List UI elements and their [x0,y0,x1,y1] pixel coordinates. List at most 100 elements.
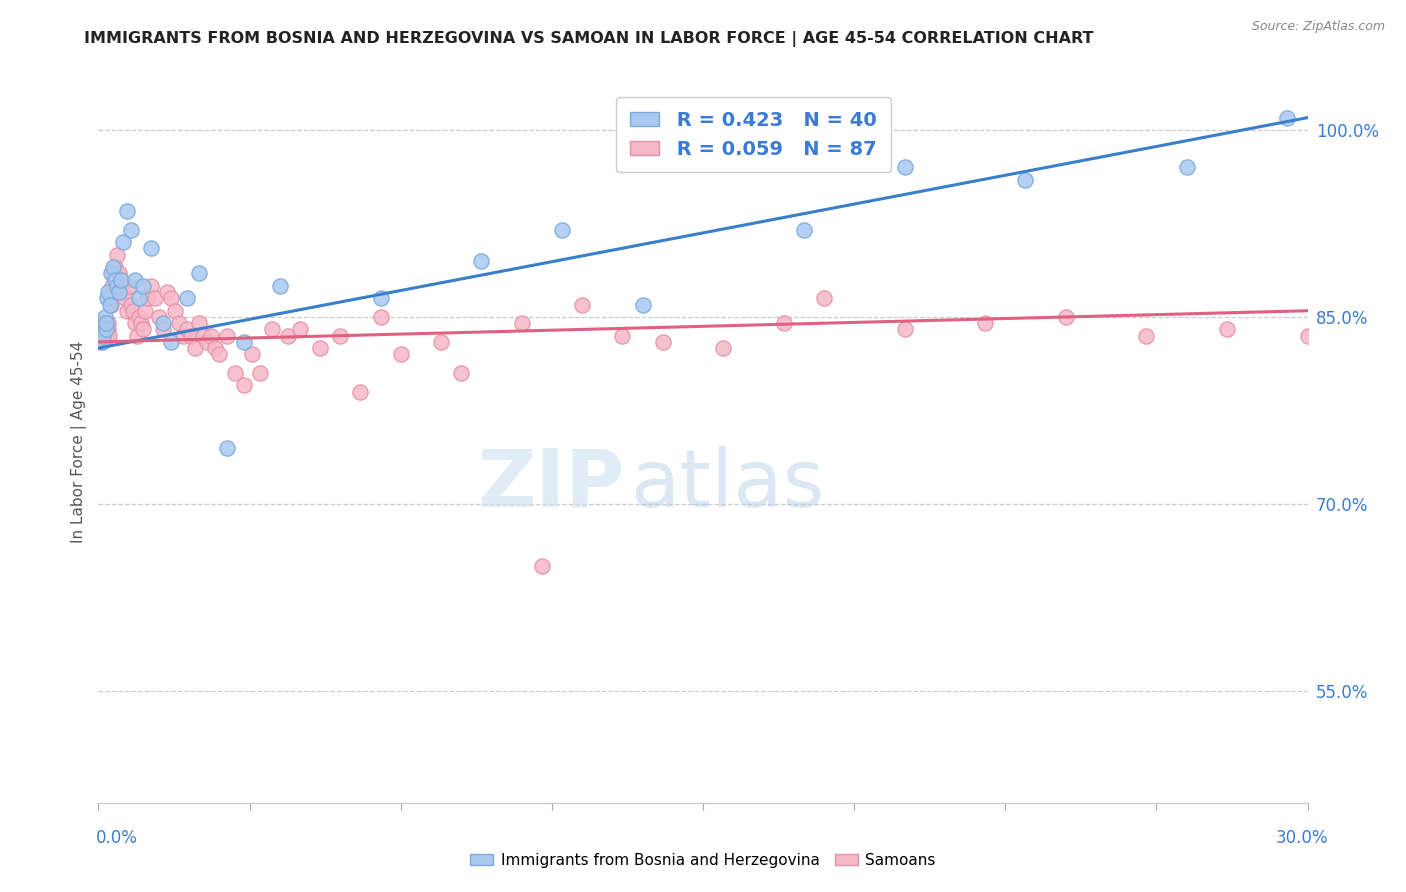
Point [195,334,218,349]
Text: 0.0%: 0.0% [96,829,138,847]
Point [93,328,115,343]
Point [91,334,114,349]
Point [204,341,226,355]
Point [370,310,392,324]
Point [188,316,211,330]
Point [118,278,141,293]
Point [108,272,131,286]
Point [172,328,194,343]
Point [100,297,122,311]
Point [240,347,263,361]
Point [97,322,120,336]
Point [893,322,915,336]
Legend: Immigrants from Bosnia and Herzegovina, Samoans: Immigrants from Bosnia and Herzegovina, … [464,847,942,873]
Point [103,272,125,286]
Point [430,334,453,349]
Point [98,297,121,311]
Point [1014,173,1036,187]
Point [551,223,574,237]
Point [105,248,128,262]
Legend:  R = 0.423   N = 40,  R = 0.059   N = 87: R = 0.423 N = 40, R = 0.059 N = 87 [616,97,891,172]
Point [111,235,134,250]
Point [97,316,120,330]
Point [470,254,492,268]
Text: IMMIGRANTS FROM BOSNIA AND HERZEGOVINA VS SAMOAN IN LABOR FORCE | AGE 45-54 CORR: IMMIGRANTS FROM BOSNIA AND HERZEGOVINA V… [84,31,1094,47]
Point [93,316,115,330]
Point [180,328,202,343]
Point [1054,310,1077,324]
Point [1277,111,1299,125]
Point [288,322,311,336]
Point [974,316,997,330]
Point [100,266,122,280]
Point [91,328,114,343]
Point [107,266,129,280]
Point [121,303,143,318]
Point [163,303,186,318]
Point [813,291,835,305]
Point [128,310,150,324]
Point [111,278,134,293]
Point [96,291,118,305]
Point [94,316,117,330]
Point [90,322,112,336]
Point [91,316,114,330]
Point [1135,328,1157,343]
Point [200,328,222,343]
Text: 30.0%: 30.0% [1277,829,1329,847]
Point [224,366,246,380]
Text: atlas: atlas [630,446,825,524]
Point [94,310,117,324]
Y-axis label: In Labor Force | Age 45-54: In Labor Force | Age 45-54 [72,341,87,542]
Point [651,334,673,349]
Point [132,278,155,293]
Point [139,278,162,293]
Point [571,297,593,311]
Point [176,322,198,336]
Point [103,285,125,299]
Point [176,291,198,305]
Point [135,291,157,305]
Point [132,322,155,336]
Point [217,328,239,343]
Point [124,316,146,330]
Point [105,278,128,293]
Point [893,161,915,175]
Point [148,310,170,324]
Point [101,260,124,274]
Point [193,328,215,343]
Point [96,316,118,330]
Point [115,303,138,318]
Point [184,341,207,355]
Point [110,272,132,286]
Point [98,328,121,343]
Point [612,328,634,343]
Point [329,328,352,343]
Point [208,347,231,361]
Point [134,303,156,318]
Point [249,366,271,380]
Point [124,272,146,286]
Point [114,291,136,305]
Point [530,559,553,574]
Point [129,316,152,330]
Text: Source: ZipAtlas.com: Source: ZipAtlas.com [1251,20,1385,33]
Point [793,223,815,237]
Point [370,291,392,305]
Point [91,322,114,336]
Point [107,285,129,299]
Point [711,341,734,355]
Point [90,334,112,349]
Point [510,316,533,330]
Point [232,378,254,392]
Point [260,322,283,336]
Text: ZIP: ZIP [477,446,624,524]
Point [269,278,291,293]
Point [120,223,142,237]
Point [1175,161,1198,175]
Point [120,297,142,311]
Point [1216,322,1239,336]
Point [94,328,117,343]
Point [143,291,166,305]
Point [1296,328,1319,343]
